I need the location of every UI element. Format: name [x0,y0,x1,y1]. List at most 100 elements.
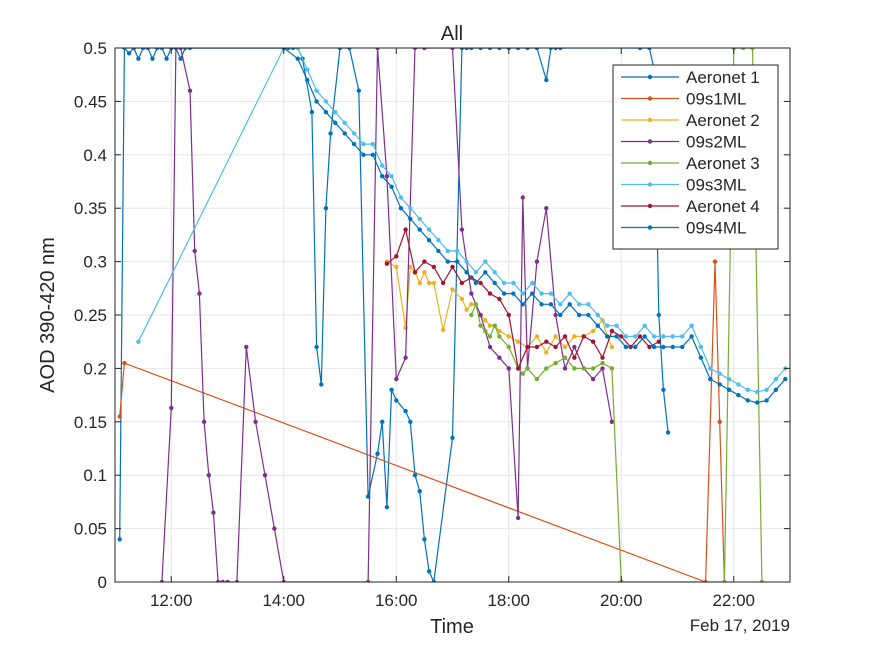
data-point-09s4ml [408,216,413,222]
y-tick-label: 0.25 [74,306,107,325]
data-point-09s4ml [745,398,750,403]
series-aeronet-3 [469,48,765,582]
data-point-aeronet-4 [581,334,586,339]
data-point-aeronet-4 [478,280,483,286]
data-point-09s2ml [169,405,174,411]
data-point-aeronet-1 [328,131,333,136]
data-point-09s3ml [726,376,732,382]
data-point-09s3ml [708,366,713,371]
data-point-09s3ml [558,302,563,307]
data-point-09s2ml [192,248,197,254]
data-point-aeronet-3 [722,579,727,582]
data-point-aeronet-2 [534,334,540,339]
data-point-aeronet-1 [178,56,183,61]
data-point-aeronet-1 [553,48,558,51]
data-point-aeronet-1 [469,48,474,51]
data-point-aeronet-2 [609,344,615,350]
data-point-09s4ml [398,206,404,211]
data-point-09s4ml [755,400,760,405]
y-tick-label: 0.5 [83,39,107,58]
data-point-aeronet-1 [656,312,661,318]
data-point-aeronet-2 [394,264,399,270]
data-point-09s2ml [534,259,540,264]
data-point-aeronet-2 [562,344,568,350]
data-point-09s2ml [220,579,225,582]
data-point-aeronet-2 [469,302,474,307]
legend-label: Aeronet 4 [686,197,760,216]
data-point-aeronet-1 [497,48,502,51]
data-point-aeronet-4 [403,227,408,232]
series-aeronet-4 [384,227,661,371]
data-point-09s4ml [323,109,329,115]
data-point-09s4ml [558,312,563,318]
data-point-09s2ml [450,48,455,51]
data-point-aeronet-1 [515,48,521,51]
data-point-aeronet-1 [450,435,455,440]
data-point-aeronet-4 [590,339,596,344]
data-point-aeronet-1 [637,48,643,51]
data-point-09s2ml [403,355,408,360]
data-point-09s3ml [492,270,497,275]
data-point-aeronet-3 [600,360,605,366]
data-point-aeronet-1 [478,48,483,51]
data-point-09s3ml [380,163,385,168]
data-point-aeronet-3 [497,334,502,339]
data-point-aeronet-2 [431,280,436,286]
data-point-aeronet-4 [562,334,568,339]
data-point-aeronet-1 [136,56,141,61]
data-point-09s3ml [539,291,544,296]
data-point-09s4ml [380,174,385,179]
data-point-09s3ml [417,216,422,222]
legend-swatch-marker [647,225,653,230]
data-point-09s3ml [689,323,694,328]
data-point-aeronet-1 [665,430,671,435]
data-point-aeronet-3 [483,328,488,334]
data-point-aeronet-3 [506,344,511,350]
legend-label: Aeronet 3 [686,154,760,173]
data-point-aeronet-4 [487,291,493,296]
data-point-aeronet-1 [487,48,493,51]
data-point-aeronet-4 [525,344,530,350]
data-point-aeronet-3 [740,48,746,51]
data-point-aeronet-2 [422,270,427,275]
data-point-09s3ml [398,195,404,200]
data-point-09s3ml [361,141,366,147]
data-point-09s2ml [497,355,502,360]
data-point-09s4ml [764,398,769,403]
data-point-09s3ml [426,227,432,232]
data-point-09s4ml [389,184,394,189]
data-point-aeronet-2 [459,296,465,302]
data-point-aeronet-1 [319,382,324,387]
data-point-aeronet-1 [534,48,540,51]
data-point-aeronet-2 [590,328,596,334]
data-point-09s1ml [717,419,722,424]
data-point-09s4ml [131,48,136,51]
legend-label: 09s1ML [686,90,746,109]
data-point-09s4ml [539,302,544,307]
data-point-09s3ml [389,174,394,179]
y-tick-label: 0.35 [74,199,107,218]
data-point-aeronet-4 [506,312,511,318]
data-point-09s3ml [605,323,610,328]
data-point-09s3ml [473,270,479,275]
data-point-09s4ml [370,152,375,157]
data-point-aeronet-3 [487,334,493,339]
data-point-09s4ml [642,334,647,339]
data-point-aeronet-3 [562,355,568,360]
data-point-09s2ml [478,312,483,318]
date-label: Feb 17, 2019 [690,616,790,635]
data-point-09s3ml [567,291,572,296]
data-point-09s4ml [333,120,338,126]
data-point-09s4ml [455,259,460,264]
data-point-09s3ml [736,382,741,387]
data-point-09s4ml [511,291,516,296]
x-tick-label: 16:00 [375,591,418,610]
data-point-aeronet-3 [609,366,615,371]
data-point-aeronet-1 [356,88,361,93]
data-point-09s2ml [384,174,390,179]
data-point-aeronet-1 [380,419,385,424]
data-point-09s3ml [305,67,310,72]
y-tick-label: 0.05 [74,520,107,539]
x-tick-label: 18:00 [487,591,530,610]
legend-box [612,64,779,250]
